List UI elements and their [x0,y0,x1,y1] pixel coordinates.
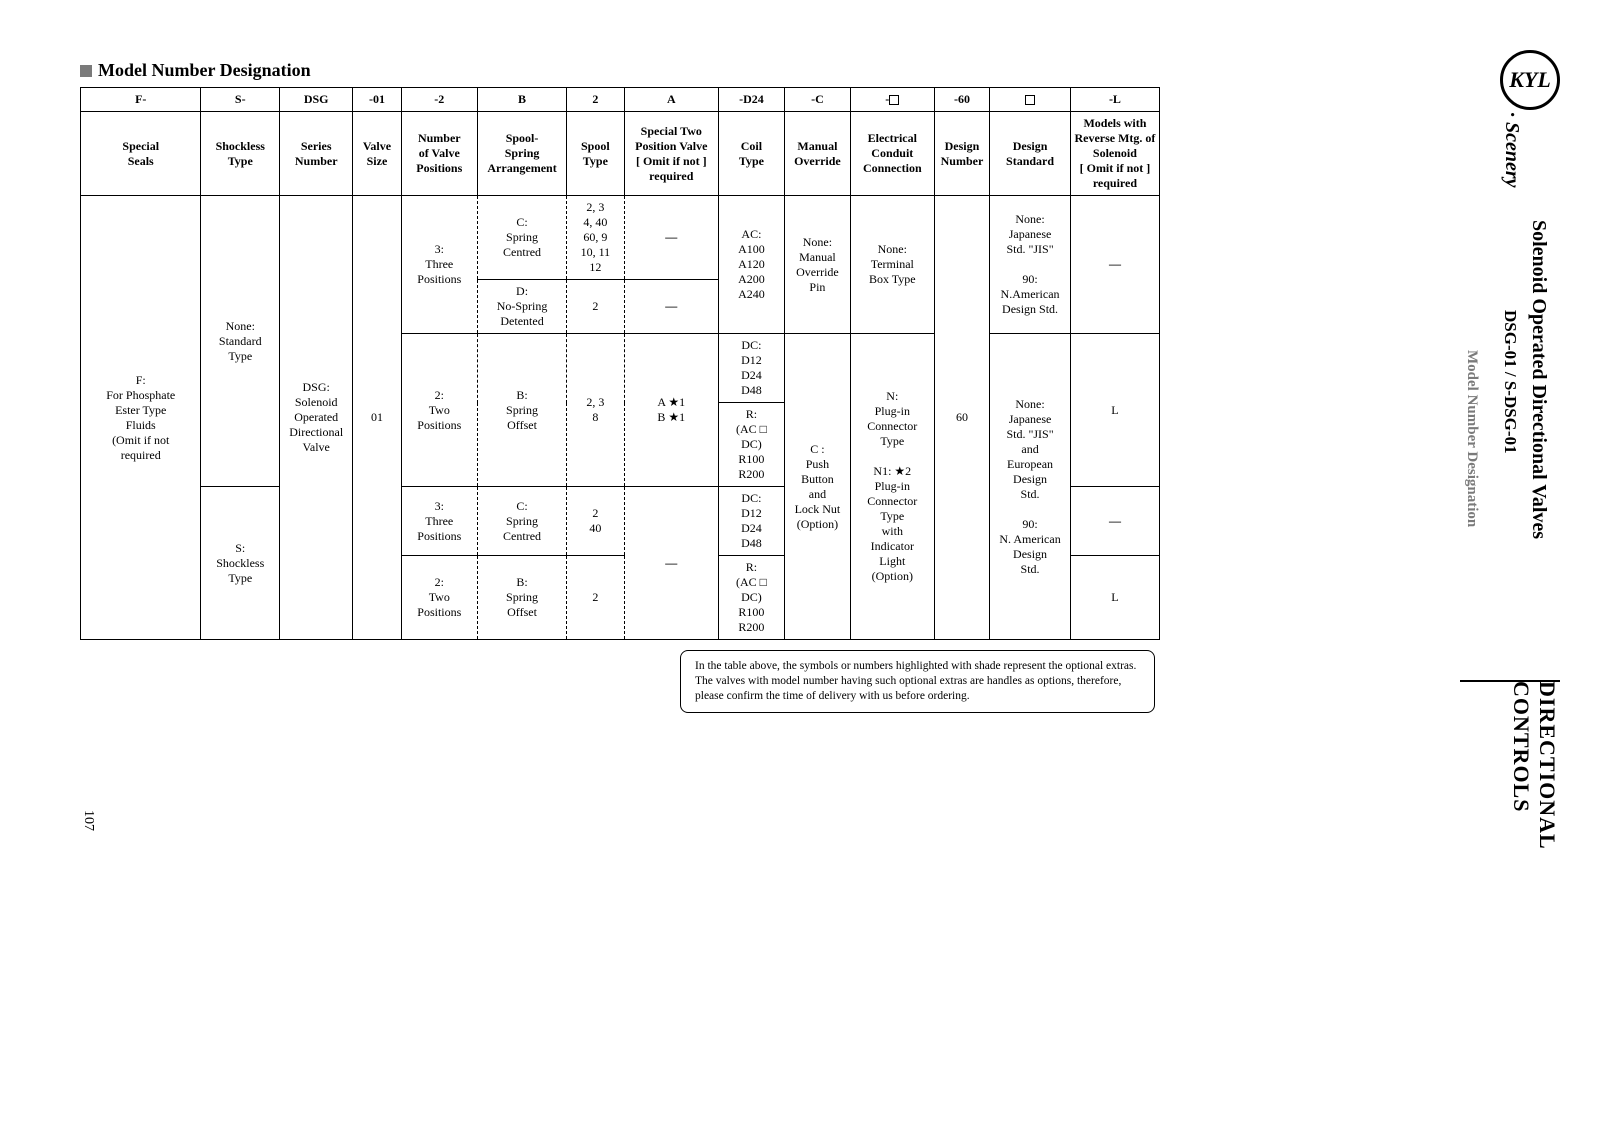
header-code-cell: -D24 [718,88,784,112]
title-bullet-icon [80,65,92,77]
header-row-labels: Special SealsShockless TypeSeries Number… [81,112,1160,196]
cell-spring-b2: B: Spring Offset [478,556,567,640]
header-code-cell: B [478,88,567,112]
cell-series-dsg: DSG: Solenoid Operated Directional Valve [280,196,353,640]
header-row-codes: F-S-DSG-01-2B2A-D24-C--60 -L [81,88,1160,112]
cell-spool-a: 2, 3 4, 40 60, 9 10, 11 12 [567,196,625,280]
header-label-cell: Design Number [934,112,990,196]
header-code-cell: 2 [567,88,625,112]
note-box: In the table above, the symbols or numbe… [680,650,1155,713]
page-content: Model Number Designation F-S-DSG-01-2B2A… [80,60,1160,713]
header-code-cell [990,88,1071,112]
cell-pos-3: 3: Three Positions [401,196,477,334]
header-label-cell: Special Seals [81,112,201,196]
cell-coil-dc: DC: D12 D24 D48 [718,334,784,403]
side-section-label: DIRECTIONAL CONTROLS [1508,681,1560,850]
header-code-cell: A [624,88,718,112]
cell-sptwo-b: — [624,280,718,334]
cell-coil-ac: AC: A100 A120 A200 A240 [718,196,784,334]
cell-manual-none: None: Manual Override Pin [784,196,850,334]
cell-coil-dc2: DC: D12 D24 D48 [718,487,784,556]
header-label-cell: Special Two Position Valve [ Omit if not… [624,112,718,196]
cell-rev-l2: L [1070,556,1159,640]
header-label-cell: Coil Type [718,112,784,196]
cell-shockless-none: None: Standard Type [201,196,280,487]
header-label-cell: Series Number [280,112,353,196]
cell-design-std-top: None: Japanese Std. "JIS" 90: N.American… [990,196,1071,334]
cell-sptwo-ab: A ★1 B ★1 [624,334,718,487]
cell-spool-d: 2 40 [567,487,625,556]
header-label-cell: Spool- Spring Arrangement [478,112,567,196]
header-code-cell: -01 [353,88,401,112]
section-title: Model Number Designation [98,60,311,81]
side-title-model: DSG-01 / S-DSG-01 [1500,310,1520,454]
cell-elec-none: None: Terminal Box Type [850,196,934,334]
cell-spool-e: 2 [567,556,625,640]
header-code-cell: -L [1070,88,1159,112]
cell-elec-n: N: Plug-in Connector Type N1: ★2 Plug-in… [850,334,934,640]
side-title-sub: Model Number Designation [1463,350,1480,527]
cell-spring-d: D: No-Spring Detented [478,280,567,334]
header-code-cell: DSG [280,88,353,112]
cell-coil-r: R: (AC □ DC) R100 R200 [718,403,784,487]
header-label-cell: Electrical Conduit Connection [850,112,934,196]
brand-logo: KYL · Scenery [1500,50,1560,188]
header-label-cell: Design Standard [990,112,1071,196]
header-label-cell: Number of Valve Positions [401,112,477,196]
cell-sptwo-a: — [624,196,718,280]
header-label-cell: Valve Size [353,112,401,196]
cell-design-std-bot: None: Japanese Std. "JIS" and European D… [990,334,1071,640]
header-code-cell: -C [784,88,850,112]
header-label-cell: Spool Type [567,112,625,196]
cell-spool-c: 2, 3 8 [567,334,625,487]
row-std-3-c: F: For Phosphate Ester Type Fluids (Omit… [81,196,1160,280]
logo-circle-icon: KYL [1500,50,1560,110]
page-number: 107 [80,810,96,831]
cell-pos-2b: 2: Two Positions [401,556,477,640]
cell-pos-2: 2: Two Positions [401,334,477,487]
cell-spool-b: 2 [567,280,625,334]
header-label-cell: Shockless Type [201,112,280,196]
header-code-cell: F- [81,88,201,112]
cell-pos-3b: 3: Three Positions [401,487,477,556]
cell-rev-dash2: — [1070,487,1159,556]
cell-spring-b: B: Spring Offset [478,334,567,487]
header-code-cell: -2 [401,88,477,112]
cell-spring-c2: C: Spring Centred [478,487,567,556]
cell-special-seals: F: For Phosphate Ester Type Fluids (Omit… [81,196,201,640]
section-title-row: Model Number Designation [80,60,1160,81]
header-label-cell: Models with Reverse Mtg. of Solenoid [ O… [1070,112,1159,196]
sidebar: KYL · Scenery Solenoid Operated Directio… [1240,50,1560,850]
header-code-cell: S- [201,88,280,112]
cell-valve-size: 01 [353,196,401,640]
header-code-cell: - [850,88,934,112]
cell-rev-dash1: — [1070,196,1159,334]
cell-manual-c: C : Push Button and Lock Nut (Option) [784,334,850,640]
designation-table: F-S-DSG-01-2B2A-D24-C--60-L Special Seal… [80,87,1160,640]
cell-coil-r2: R: (AC □ DC) R100 R200 [718,556,784,640]
cell-rev-l1: L [1070,334,1159,487]
header-label-cell: Manual Override [784,112,850,196]
brand-name: · Scenery [1500,112,1523,188]
side-title-main: Solenoid Operated Directional Valves [1527,220,1550,539]
cell-design-number: 60 [934,196,990,640]
cell-shockless-s: S: Shockless Type [201,487,280,640]
header-code-cell: -60 [934,88,990,112]
cell-spring-c: C: Spring Centred [478,196,567,280]
cell-sptwo-dash: — [624,487,718,640]
